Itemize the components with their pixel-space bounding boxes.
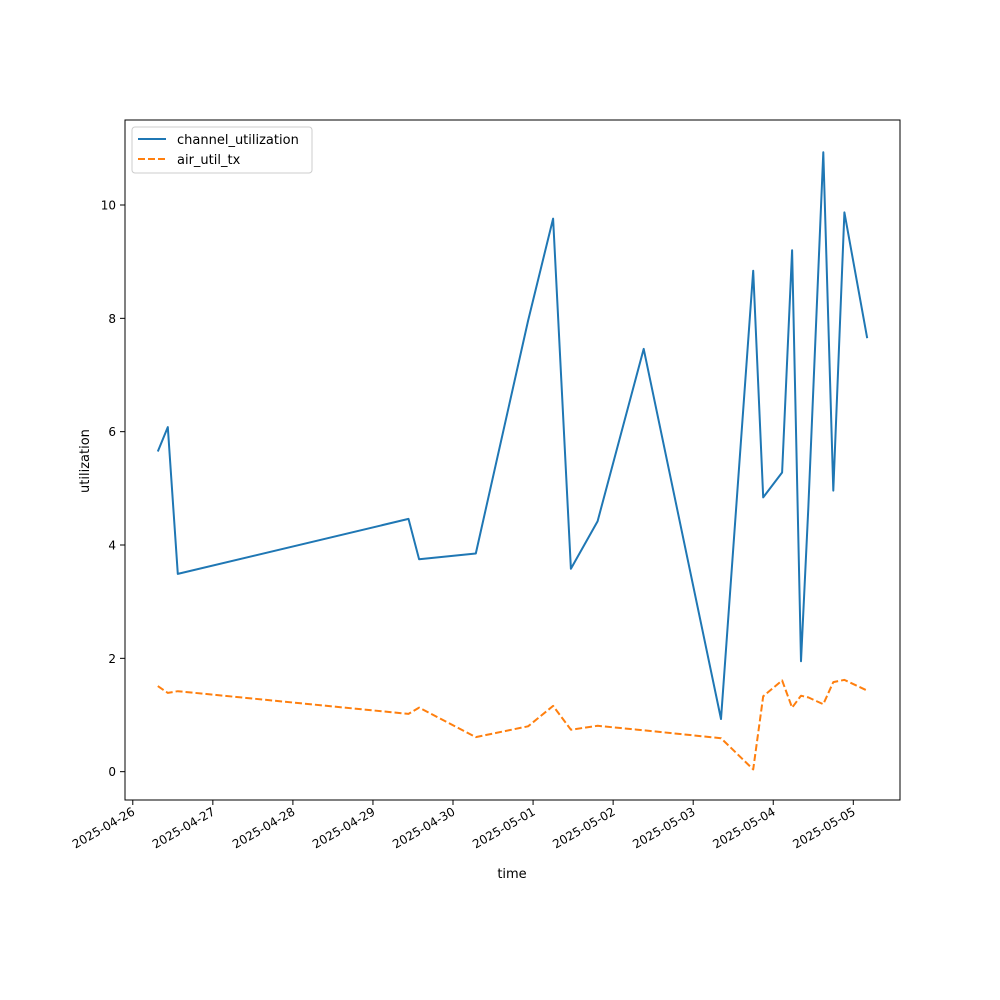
legend-label-air-util-tx: air_util_tx <box>177 153 241 168</box>
y-tick-label: 2 <box>108 652 116 666</box>
y-tick-label: 10 <box>101 199 116 213</box>
legend: channel_utilization air_util_tx <box>131 126 313 174</box>
y-axis: 0 2 4 6 8 10 <box>101 199 125 779</box>
plot-frame <box>124 119 901 801</box>
y-tick-label: 4 <box>108 539 116 553</box>
legend-box <box>131 126 313 174</box>
y-axis-label: utilization <box>78 429 93 493</box>
series-line-channel-utilization <box>156 151 869 720</box>
legend-label-channel-utilization: channel_utilization <box>177 133 299 148</box>
x-axis-label: time <box>497 867 526 882</box>
y-tick-label: 8 <box>108 312 116 326</box>
series-line-air-util-tx <box>157 678 868 771</box>
series-layer <box>156 151 869 771</box>
y-tick-label: 0 <box>108 765 116 779</box>
y-tick-label: 6 <box>108 425 116 439</box>
